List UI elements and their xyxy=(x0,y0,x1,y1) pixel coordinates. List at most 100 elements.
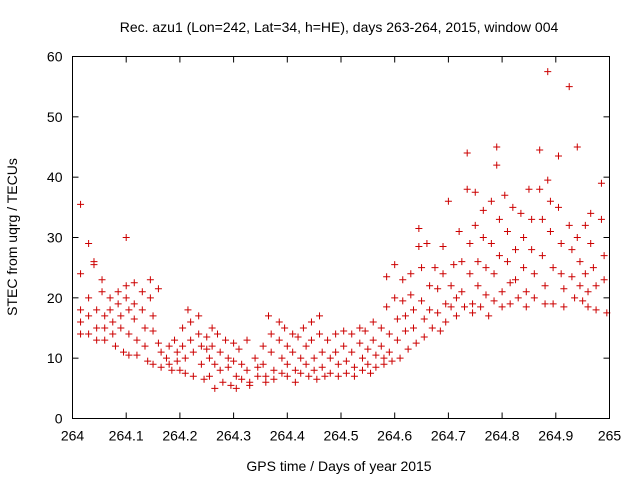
x-tick-label: 264.3 xyxy=(216,428,251,444)
data-point xyxy=(200,375,208,383)
data-point xyxy=(458,258,466,266)
data-point xyxy=(471,221,479,229)
data-point xyxy=(157,363,165,371)
data-point xyxy=(281,324,289,332)
data-point xyxy=(302,360,310,368)
data-point xyxy=(401,327,409,335)
data-point xyxy=(122,234,130,241)
data-point xyxy=(77,270,85,278)
data-point xyxy=(350,372,358,380)
data-point xyxy=(573,234,581,241)
data-point xyxy=(307,318,315,326)
data-point xyxy=(466,270,474,278)
data-point xyxy=(251,354,259,362)
data-point xyxy=(573,143,581,151)
data-point xyxy=(565,83,573,91)
data-point xyxy=(297,354,305,362)
data-point xyxy=(546,227,554,235)
data-point xyxy=(549,300,557,308)
data-point xyxy=(340,342,348,350)
data-point xyxy=(230,339,238,347)
data-point xyxy=(380,360,388,368)
data-point xyxy=(372,351,380,359)
data-point xyxy=(490,297,498,305)
data-points xyxy=(77,68,611,392)
data-point xyxy=(278,369,286,377)
data-point xyxy=(262,372,270,380)
data-point xyxy=(85,312,93,320)
data-point xyxy=(130,315,138,323)
data-point xyxy=(219,378,227,386)
data-point xyxy=(597,179,605,187)
data-point xyxy=(512,276,520,284)
data-point xyxy=(144,357,152,365)
data-point xyxy=(321,372,329,380)
data-point xyxy=(418,264,426,272)
data-point xyxy=(238,360,246,368)
data-point xyxy=(138,288,146,296)
data-point xyxy=(436,327,444,335)
data-point xyxy=(600,252,608,260)
data-point xyxy=(592,282,600,290)
data-point xyxy=(291,378,299,386)
data-point xyxy=(283,342,291,350)
data-point xyxy=(514,294,522,302)
data-point xyxy=(326,354,334,362)
data-point xyxy=(495,215,503,223)
data-point xyxy=(482,264,490,272)
data-point xyxy=(490,270,498,278)
data-point xyxy=(565,221,573,229)
data-point xyxy=(259,342,267,350)
data-point xyxy=(275,318,283,326)
data-point xyxy=(195,330,203,338)
data-point xyxy=(530,270,538,278)
data-point xyxy=(455,227,463,235)
data-point xyxy=(146,294,154,302)
data-point xyxy=(334,372,342,380)
data-point xyxy=(452,312,460,320)
data-point xyxy=(133,336,141,344)
data-point xyxy=(581,221,589,229)
data-point xyxy=(259,360,267,368)
data-point xyxy=(431,264,439,272)
data-point xyxy=(342,369,350,377)
data-point xyxy=(592,306,600,314)
data-point xyxy=(154,285,162,293)
data-point xyxy=(216,348,224,356)
data-point xyxy=(407,270,415,278)
data-point xyxy=(189,372,197,380)
data-point xyxy=(364,345,372,353)
data-point xyxy=(434,285,442,293)
data-point xyxy=(122,294,130,302)
data-point xyxy=(442,300,450,308)
data-point xyxy=(401,312,409,320)
y-tick-label: 20 xyxy=(47,290,63,306)
data-point xyxy=(600,276,608,284)
data-point xyxy=(584,303,592,311)
data-point xyxy=(149,312,157,320)
data-point xyxy=(176,366,184,374)
data-point xyxy=(589,264,597,272)
data-point xyxy=(283,372,291,380)
data-point xyxy=(313,375,321,383)
data-point xyxy=(528,215,536,223)
data-point xyxy=(399,297,407,305)
data-point xyxy=(393,315,401,323)
data-point xyxy=(318,348,326,356)
data-point xyxy=(297,369,305,377)
data-point xyxy=(367,369,375,377)
data-point xyxy=(117,312,125,320)
data-point xyxy=(576,282,584,290)
data-point xyxy=(310,354,318,362)
data-point xyxy=(224,363,232,371)
data-point xyxy=(262,378,270,386)
data-point xyxy=(90,261,98,269)
data-point xyxy=(479,234,487,241)
data-point xyxy=(495,252,503,260)
data-point xyxy=(350,363,358,371)
data-point xyxy=(165,360,173,368)
data-point xyxy=(254,372,262,380)
data-point xyxy=(557,240,565,248)
data-point xyxy=(211,360,219,368)
